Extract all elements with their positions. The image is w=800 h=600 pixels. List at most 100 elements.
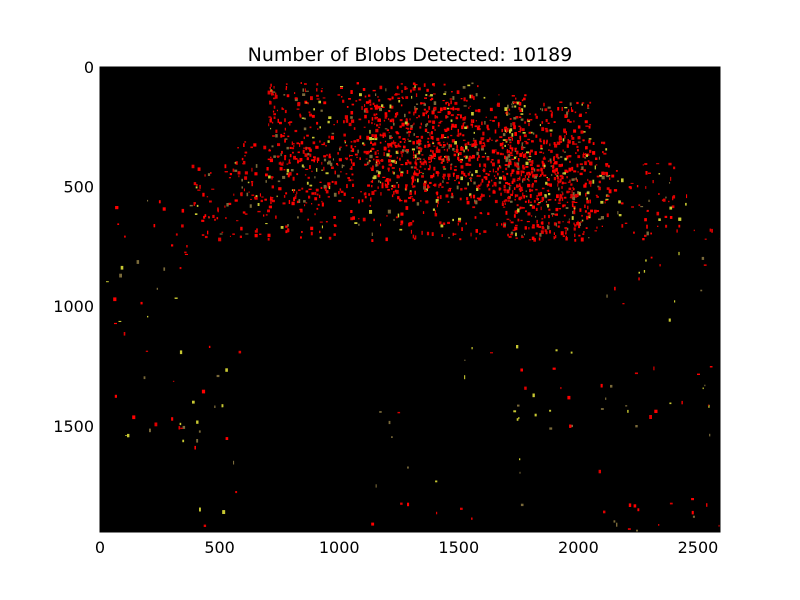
blob-mark [400, 224, 403, 226]
blob-mark [503, 176, 506, 180]
blob-mark [123, 332, 126, 336]
blob-mark [528, 173, 532, 176]
blob-mark [541, 222, 544, 225]
blob-mark [579, 208, 582, 212]
blob-mark [323, 101, 327, 105]
blob-mark [405, 185, 408, 190]
blob-mark [554, 173, 557, 176]
blob-mark [437, 172, 440, 174]
blob-mark [485, 176, 488, 181]
blob-mark [524, 233, 525, 236]
blob-mark [480, 137, 484, 141]
blob-mark [557, 225, 560, 228]
blob-mark [446, 161, 449, 164]
blob-mark [317, 203, 320, 206]
blob-mark [534, 113, 537, 116]
blob-mark [265, 180, 267, 183]
blob-mark [299, 143, 301, 147]
blob-mark [407, 138, 409, 140]
blob-mark [669, 402, 672, 405]
blob-mark [341, 164, 343, 169]
blob-mark [422, 158, 425, 160]
blob-mark [367, 184, 370, 187]
blob-mark [492, 184, 494, 187]
blob-mark [585, 125, 589, 127]
blob-mark [466, 197, 469, 201]
blob-mark [466, 125, 469, 129]
blob-mark [470, 94, 474, 99]
blob-mark [275, 129, 278, 133]
blob-mark [584, 120, 588, 124]
blob-mark [118, 320, 122, 322]
blob-mark [395, 114, 397, 117]
blob-mark [397, 97, 401, 100]
blob-mark [221, 404, 224, 408]
blob-mark [392, 184, 396, 188]
blob-mark [174, 297, 178, 299]
blob-mark [553, 157, 555, 161]
blob-mark [285, 86, 288, 89]
blob-mark [511, 180, 514, 184]
blob-mark [415, 136, 419, 138]
blob-mark [396, 93, 400, 95]
blob-mark [452, 96, 455, 100]
blob-mark [377, 96, 379, 98]
blob-mark [304, 174, 307, 176]
blob-mark [444, 156, 446, 158]
blob-mark [365, 151, 369, 155]
blob-mark [570, 135, 573, 137]
blob-mark [443, 149, 446, 151]
blob-mark [446, 157, 448, 161]
blob-mark [650, 256, 653, 259]
blob-mark [385, 88, 387, 92]
blob-mark [291, 201, 295, 206]
blob-mark [273, 97, 276, 100]
blob-mark [706, 503, 708, 507]
blob-mark [196, 204, 199, 207]
blob-mark [376, 124, 379, 127]
axes-frame [99, 66, 721, 533]
blob-mark [528, 175, 530, 178]
blob-mark [557, 171, 559, 175]
blob-mark [423, 83, 426, 87]
blob-mark [412, 87, 416, 91]
blob-mark [273, 155, 276, 158]
blob-mark [426, 88, 429, 92]
blob-mark [600, 408, 604, 410]
blob-mark [522, 179, 524, 183]
blob-mark [467, 172, 470, 176]
blob-mark [600, 200, 604, 204]
blob-mark [427, 168, 431, 171]
blob-mark [457, 156, 460, 160]
blob-mark [271, 93, 275, 96]
blob-mark [544, 127, 548, 130]
blob-mark [552, 367, 556, 370]
blob-mark [523, 154, 525, 158]
blob-mark [585, 112, 587, 114]
blob-mark [431, 110, 435, 115]
blob-mark [669, 206, 673, 210]
blob-mark [446, 142, 448, 145]
blob-mark [522, 167, 526, 170]
blob-mark [661, 199, 665, 202]
blob-mark [366, 135, 370, 140]
blob-mark [194, 445, 196, 450]
blob-mark [525, 210, 527, 213]
blob-mark [646, 224, 648, 229]
blob-mark [370, 150, 372, 152]
blob-mark [598, 186, 601, 191]
blob-mark [322, 97, 326, 99]
blob-mark [304, 83, 307, 85]
blob-mark [535, 188, 538, 191]
blob-mark [257, 210, 261, 213]
blob-mark [350, 90, 353, 94]
blob-mark [483, 163, 487, 167]
blob-mark [423, 160, 427, 164]
blob-mark [564, 135, 566, 139]
blob-mark [507, 104, 509, 109]
blob-mark [500, 192, 502, 196]
blob-mark [253, 143, 257, 147]
blob-mark [577, 193, 579, 196]
blob-mark [414, 178, 416, 182]
blob-mark [419, 143, 422, 145]
